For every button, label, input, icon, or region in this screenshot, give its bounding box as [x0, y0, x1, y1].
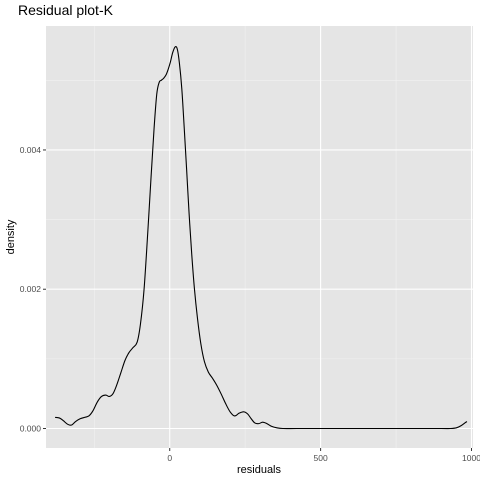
x-axis-title: residuals	[237, 464, 282, 476]
y-tick-label: 0.000	[20, 424, 42, 434]
y-axis-title: density	[5, 219, 17, 254]
x-tick-label: 500	[314, 453, 328, 463]
x-tick-label: 1000	[462, 453, 480, 463]
y-tick-label: 0.002	[20, 284, 42, 294]
y-axis: 0.000 0.002 0.004	[20, 145, 46, 434]
x-axis: 0 500 1000	[167, 448, 480, 463]
plot-panel	[46, 26, 473, 448]
x-tick-label: 0	[167, 453, 172, 463]
chart-title: Residual plot-K	[18, 2, 114, 18]
y-tick-label: 0.004	[20, 145, 42, 155]
